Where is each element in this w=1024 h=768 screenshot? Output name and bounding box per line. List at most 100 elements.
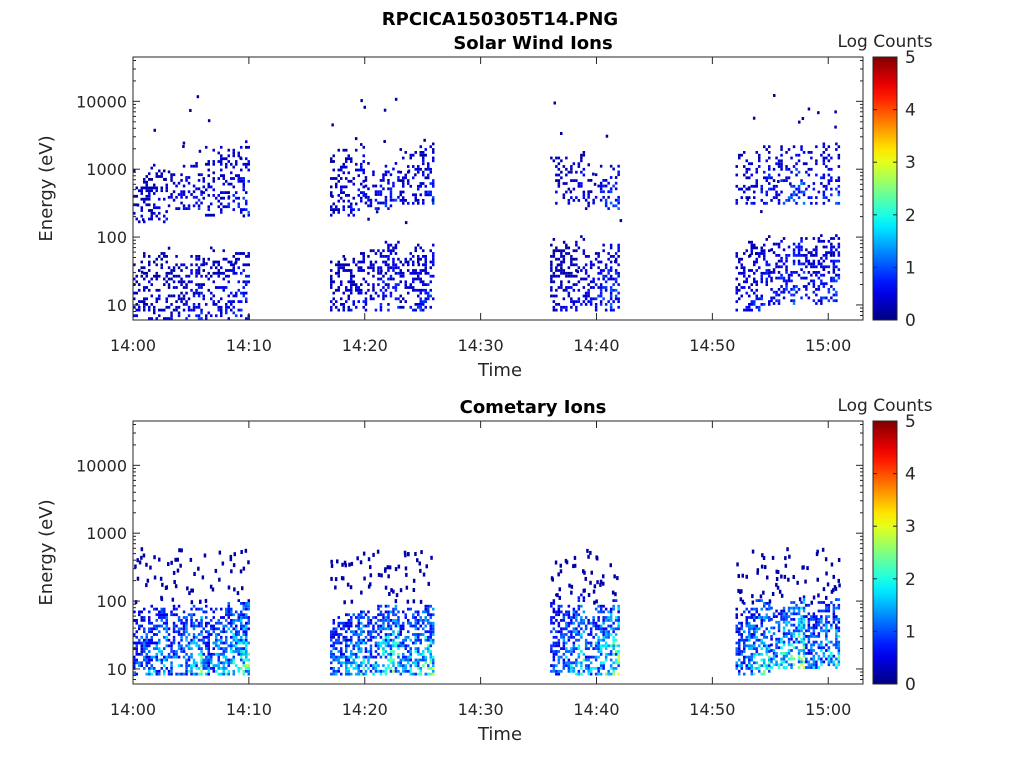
scatter-cell [241, 586, 244, 591]
low-energy-cell [185, 303, 188, 306]
ion-cell [235, 633, 238, 636]
high-energy-cell [807, 151, 811, 154]
low-energy-cell [787, 245, 791, 249]
ion-cell [187, 655, 191, 659]
high-energy-cell [604, 179, 608, 182]
ion-cell [148, 644, 151, 648]
ion-cell [387, 627, 390, 631]
high-energy-cell [379, 201, 383, 205]
high-energy-cell [242, 185, 245, 189]
high-energy-cell [567, 187, 571, 191]
high-energy-cell [150, 178, 153, 181]
low-energy-cell [148, 260, 151, 264]
low-energy-cell [562, 271, 566, 275]
high-energy-cell [607, 181, 610, 185]
high-energy-cell [775, 193, 778, 197]
high-energy-cell [160, 172, 163, 176]
ion-cell [409, 647, 412, 650]
low-energy-cell [785, 254, 788, 257]
ion-cell [202, 610, 205, 614]
ion-cell [190, 624, 193, 628]
ion-cell [414, 616, 417, 619]
low-energy-cell [582, 300, 586, 303]
ion-cell [580, 664, 583, 667]
ion-cell [609, 616, 613, 619]
ion-cell [429, 633, 432, 636]
ion-cell [565, 633, 568, 636]
ion-cell [399, 627, 402, 631]
low-energy-cell [820, 273, 823, 277]
high-energy-cell [337, 208, 340, 211]
low-energy-cell [197, 266, 201, 270]
low-energy-cell [832, 265, 836, 269]
high-energy-cell [772, 184, 776, 188]
ion-cell [594, 621, 598, 625]
ion-cell [332, 644, 335, 648]
low-energy-cell [589, 303, 593, 306]
ion-cell [217, 652, 220, 656]
low-energy-cell [612, 277, 615, 281]
scatter-cell [390, 588, 393, 593]
high-energy-cell [235, 196, 238, 200]
ion-cell [389, 661, 393, 665]
ion-cell [555, 672, 558, 676]
low-energy-cell [387, 266, 390, 270]
scatter-cell [153, 555, 156, 560]
ion-cell [177, 633, 181, 636]
high-energy-cell [140, 197, 143, 201]
low-energy-cell [577, 300, 581, 303]
low-energy-cell [379, 288, 383, 292]
scatter-cell [810, 600, 813, 605]
ion-cell [197, 638, 201, 642]
ion-cell [812, 649, 816, 652]
low-energy-cell [352, 303, 355, 306]
low-energy-cell [609, 266, 613, 270]
ion-cell [748, 647, 751, 650]
low-energy-cell [782, 276, 786, 280]
ion-cell [602, 667, 605, 670]
low-energy-cell [765, 271, 768, 275]
low-energy-cell [594, 257, 598, 261]
scatter-cell [388, 565, 392, 570]
low-energy-cell [155, 274, 158, 278]
scatter-cell [745, 574, 748, 579]
low-energy-cell [417, 305, 420, 309]
low-energy-cell [399, 294, 402, 298]
y-tick-label: 10 [107, 660, 127, 679]
high-energy-cell [332, 168, 335, 172]
low-energy-cell [350, 274, 353, 278]
scatter-cell [188, 591, 191, 596]
low-energy-cell [217, 263, 220, 267]
low-energy-cell [232, 305, 235, 309]
high-energy-cell [407, 165, 410, 168]
low-energy-cell [205, 303, 208, 306]
ion-cell [572, 641, 576, 645]
ion-cell [337, 633, 340, 636]
high-energy-cell [360, 165, 363, 169]
ion-cell [392, 630, 395, 634]
ion-cell [763, 602, 766, 605]
high-energy-cell [345, 165, 348, 169]
ion-cell [604, 607, 608, 611]
high-energy-cell [738, 156, 741, 160]
high-energy-cell [352, 196, 355, 200]
ion-cell [602, 627, 605, 631]
ion-cell [763, 633, 766, 636]
ion-cell [805, 603, 808, 607]
ion-cell [399, 633, 402, 636]
ion-cell [580, 667, 583, 670]
ion-cell [362, 624, 365, 628]
ion-cell [792, 612, 796, 616]
ion-cell [340, 672, 343, 676]
ion-cell [357, 627, 360, 631]
ion-cell [740, 650, 743, 653]
ion-cell [599, 664, 603, 667]
low-energy-cell [357, 288, 360, 292]
low-energy-cell [772, 290, 776, 294]
ion-cell [175, 652, 178, 656]
low-energy-cell [584, 263, 588, 267]
ion-cell [212, 652, 215, 656]
scatter-cell [174, 557, 177, 562]
ion-cell [227, 610, 230, 614]
ion-cell [205, 664, 208, 667]
